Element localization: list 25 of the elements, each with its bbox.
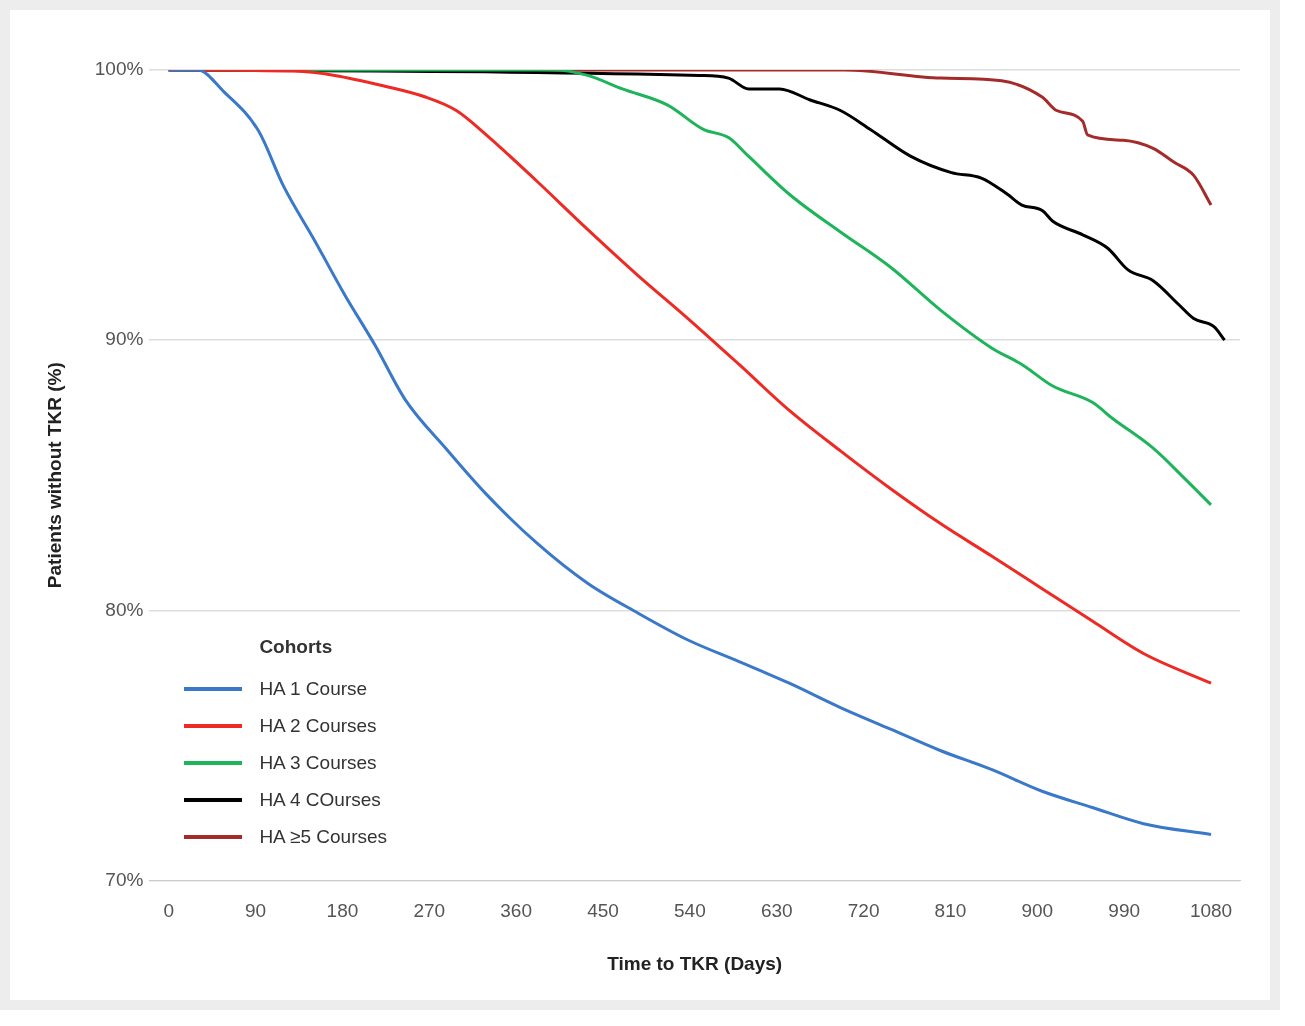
x-tick-label: 630 bbox=[760, 900, 793, 922]
x-tick-label: 360 bbox=[500, 900, 532, 922]
legend-label: HA 2 Courses bbox=[259, 714, 377, 737]
x-tick-label: 810 bbox=[934, 900, 967, 922]
legend-label: HA 3 Courses bbox=[259, 751, 377, 774]
x-tick-label: 720 bbox=[847, 900, 880, 922]
y-axis-title: Patients without TKR (%) bbox=[43, 362, 65, 589]
legend-title: Cohorts bbox=[259, 636, 334, 659]
legend-label: HA 1 Course bbox=[259, 677, 368, 700]
x-tick-label: 90 bbox=[244, 900, 267, 922]
y-tick-label: 100% bbox=[94, 58, 144, 80]
legend-label: HA ≥5 Courses bbox=[259, 825, 388, 848]
x-axis-title: Time to TKR (Days) bbox=[607, 952, 783, 974]
x-tick-label: 990 bbox=[1108, 900, 1141, 922]
x-tick-label: 900 bbox=[1021, 900, 1054, 922]
x-tick-label: 540 bbox=[674, 900, 706, 922]
x-tick-label: 270 bbox=[413, 900, 446, 922]
x-tick-label: 1080 bbox=[1189, 900, 1233, 922]
legend-label: HA 4 COurses bbox=[259, 788, 381, 811]
x-tick-label: 0 bbox=[163, 900, 174, 922]
y-tick-label: 90% bbox=[105, 328, 144, 350]
y-tick-label: 70% bbox=[105, 868, 144, 890]
x-tick-label: 180 bbox=[326, 900, 359, 922]
y-tick-label: 80% bbox=[105, 598, 144, 620]
x-tick-label: 450 bbox=[587, 900, 619, 922]
